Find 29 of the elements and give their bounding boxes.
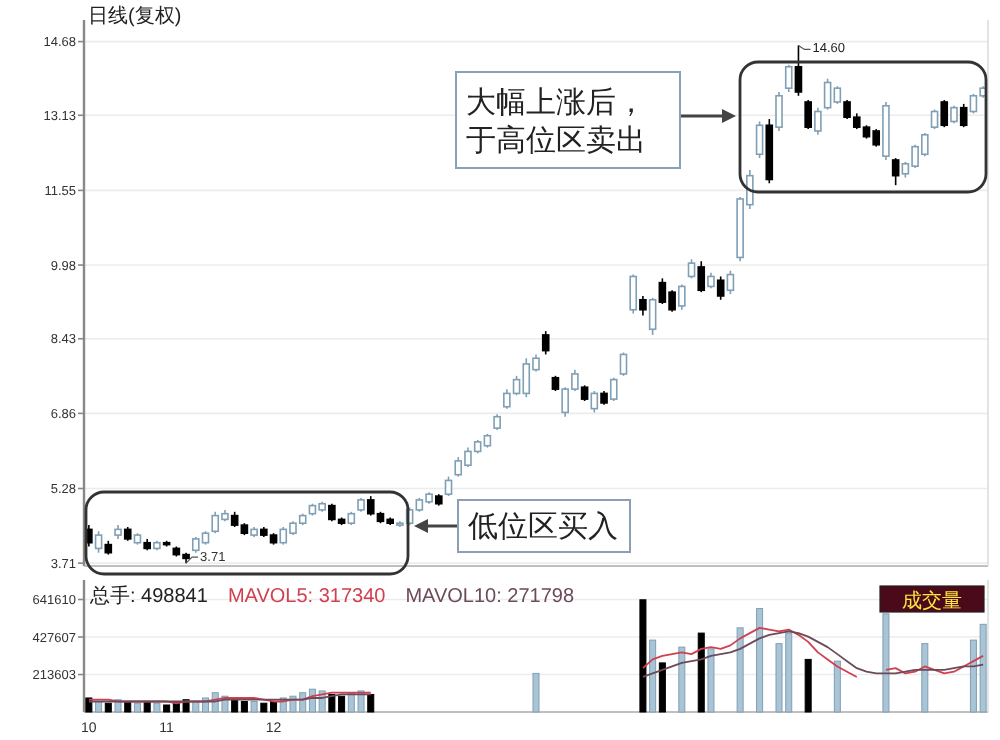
bar xyxy=(736,627,744,713)
chart-title: 日线(复权) xyxy=(88,4,182,28)
bar xyxy=(678,646,686,713)
text: MAVOL10: 271798 xyxy=(405,586,575,608)
bar xyxy=(639,599,647,713)
bar xyxy=(707,648,715,713)
bar xyxy=(921,643,929,713)
text: MAVOL5: 317340 xyxy=(227,586,387,608)
annotation: 成交量 xyxy=(902,589,962,613)
bar xyxy=(649,639,657,713)
bar xyxy=(658,662,666,713)
bar xyxy=(95,700,103,713)
bar xyxy=(143,700,151,713)
bar xyxy=(532,672,540,713)
bar xyxy=(367,693,375,713)
bar xyxy=(756,608,764,713)
annotation: 大幅上涨后，于高位区卖出 xyxy=(466,84,646,158)
bar xyxy=(104,702,112,713)
bar xyxy=(250,700,258,713)
text: 总手: 498841 xyxy=(88,584,209,608)
bar xyxy=(153,702,161,713)
annotation: 低位区买入 xyxy=(468,508,618,544)
bar xyxy=(804,658,812,713)
bar xyxy=(882,613,890,713)
bar xyxy=(124,700,132,713)
bar xyxy=(833,660,841,713)
bar xyxy=(85,697,93,713)
bar xyxy=(697,632,705,713)
bar xyxy=(133,702,141,713)
